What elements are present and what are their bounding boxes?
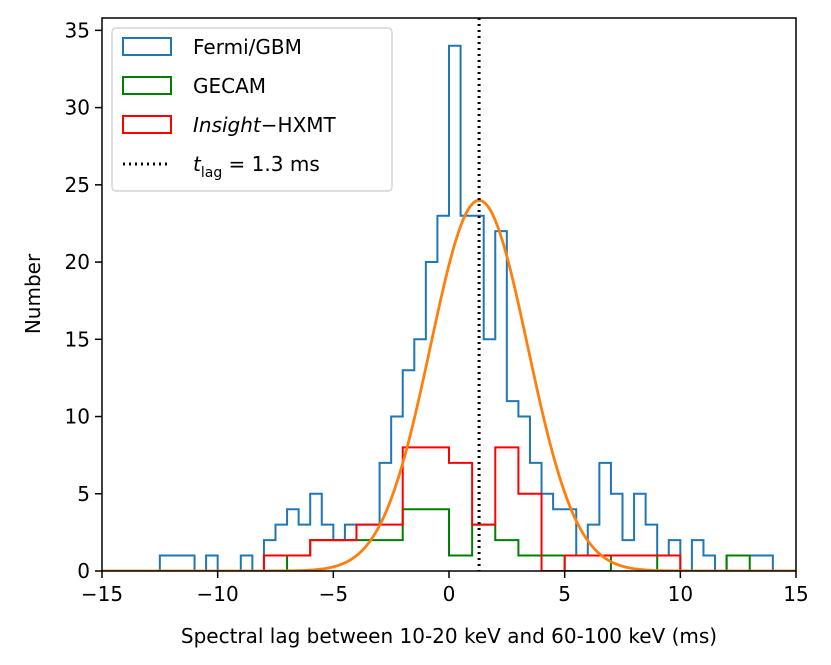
x-tick-label: −15 [81,582,123,606]
histogram-insight-hxmt [262,446,682,571]
x-tick-label: −10 [197,582,239,606]
y-tick-label: 0 [77,559,90,583]
x-tick-label: 15 [783,582,808,606]
y-axis-label: Number [21,253,45,334]
y-tick-label: 25 [65,173,90,197]
legend-swatch-gecam [122,76,172,95]
y-tick-label: 30 [65,96,90,120]
x-tick-label: 5 [558,582,571,606]
y-tick-label: 15 [65,327,90,351]
x-tick-label: 0 [443,582,456,606]
legend-swatch-hxmt [122,115,172,134]
legend-label-hxmt: Insight−HXMT [193,113,337,137]
legend-label-fermi: Fermi/GBM [193,35,302,59]
x-axis-label: Spectral lag between 10-20 keV and 60-10… [181,624,717,648]
legend-box [111,27,393,192]
legend: Fermi/GBM GECAM Insight−HXMT tlag = 1.3 … [111,27,393,192]
x-tick-label: 10 [668,582,693,606]
y-tick-label: 5 [77,482,90,506]
y-tick-label: 20 [65,250,90,274]
y-tick-label: 10 [65,405,90,429]
legend-label-gecam: GECAM [193,74,266,98]
y-tick-label: 35 [65,18,90,42]
x-tick-label: −5 [319,582,348,606]
legend-label-tlag: tlag = 1.3 ms [193,152,320,181]
legend-swatch-fermi [122,37,172,56]
